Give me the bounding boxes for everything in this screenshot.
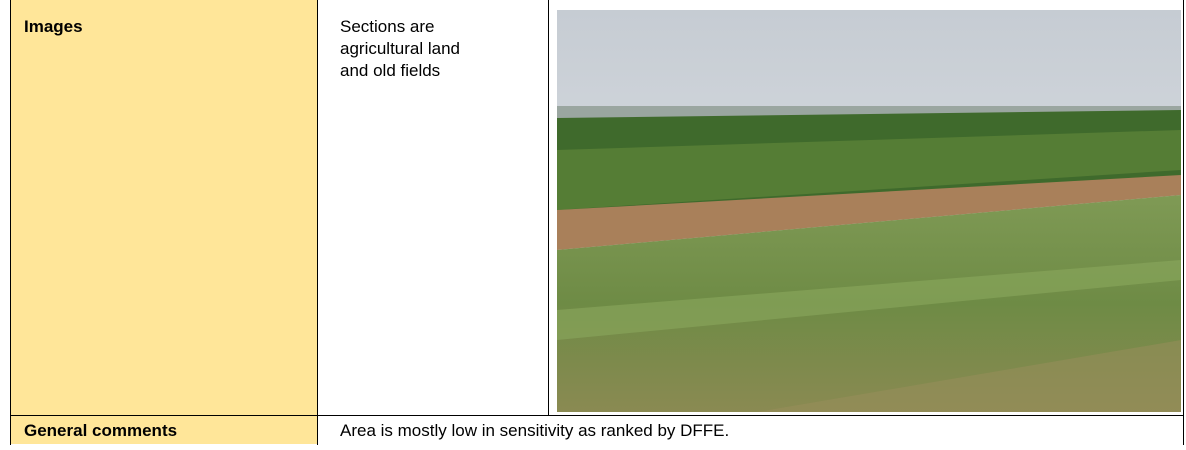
border bbox=[1183, 0, 1184, 445]
row-label: Images bbox=[24, 17, 83, 36]
field-photo bbox=[557, 10, 1181, 412]
border bbox=[10, 0, 11, 445]
border bbox=[548, 0, 549, 415]
label-cell bbox=[10, 416, 317, 444]
border bbox=[317, 0, 318, 445]
border bbox=[10, 415, 1184, 416]
row-label: General comments bbox=[24, 421, 178, 440]
label-cell bbox=[10, 0, 317, 415]
cell-text: Sections are agricultural land and old f… bbox=[340, 17, 461, 80]
cell-text: Area is mostly low in sensitivity as ran… bbox=[340, 421, 730, 440]
